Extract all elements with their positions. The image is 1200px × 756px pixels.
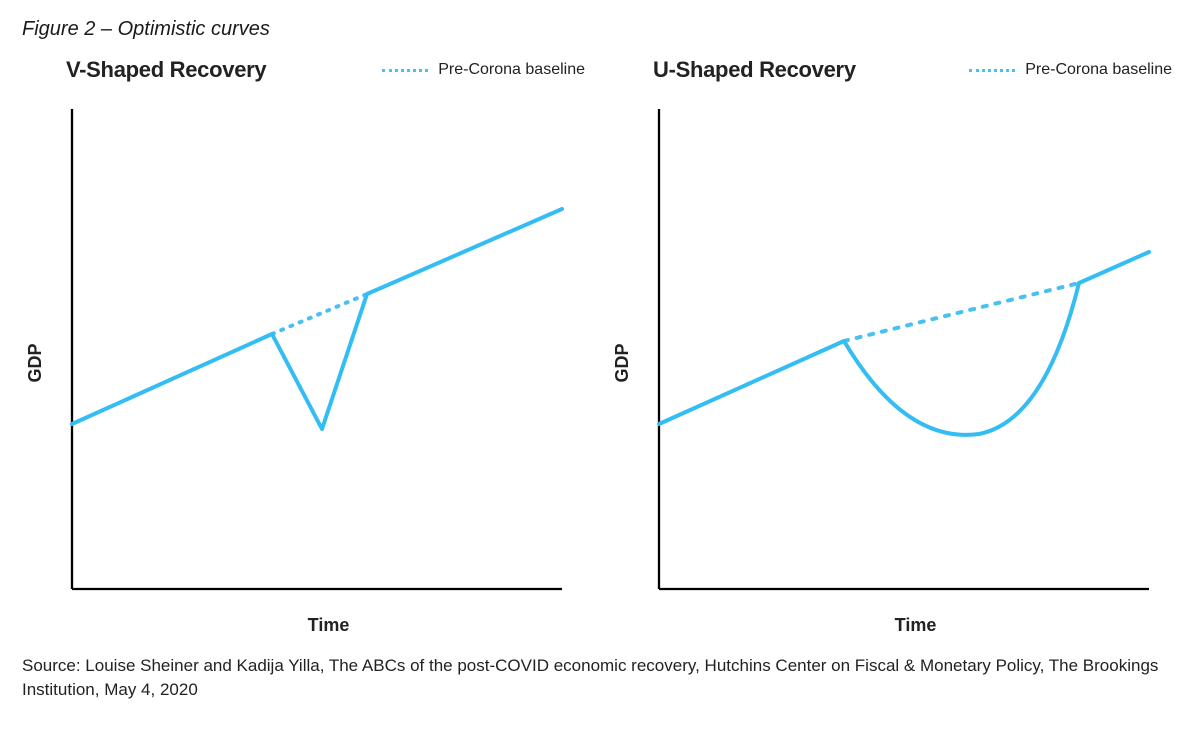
legend-swatch-icon <box>382 69 428 72</box>
source-citation: Source: Louise Sheiner and Kadija Yilla,… <box>22 654 1178 702</box>
figure-caption: Figure 2 – Optimistic curves <box>22 18 1178 41</box>
panel-title: V-Shaped Recovery <box>66 57 266 83</box>
recovery-line <box>659 252 1149 435</box>
chart-panels: V-Shaped Recovery Pre-Corona baseline GD… <box>22 55 1178 636</box>
panel-v-shaped: V-Shaped Recovery Pre-Corona baseline GD… <box>22 55 591 636</box>
chart-svg <box>609 89 1169 609</box>
chart-area: GDP Time <box>22 89 591 636</box>
legend-label: Pre-Corona baseline <box>438 61 585 79</box>
chart-svg <box>22 89 582 609</box>
y-axis-label: GDP <box>612 343 633 382</box>
panel-header: V-Shaped Recovery Pre-Corona baseline <box>66 57 585 83</box>
baseline-line <box>844 283 1079 341</box>
baseline-line <box>272 294 367 334</box>
panel-title: U-Shaped Recovery <box>653 57 856 83</box>
panel-header: U-Shaped Recovery Pre-Corona baseline <box>653 57 1172 83</box>
recovery-line <box>72 209 562 429</box>
x-axis-label: Time <box>653 615 1178 636</box>
chart-area: GDP Time <box>609 89 1178 636</box>
legend: Pre-Corona baseline <box>969 61 1172 79</box>
legend-label: Pre-Corona baseline <box>1025 61 1172 79</box>
y-axis-label: GDP <box>25 343 46 382</box>
legend: Pre-Corona baseline <box>382 61 585 79</box>
panel-u-shaped: U-Shaped Recovery Pre-Corona baseline GD… <box>609 55 1178 636</box>
legend-swatch-icon <box>969 69 1015 72</box>
x-axis-label: Time <box>66 615 591 636</box>
